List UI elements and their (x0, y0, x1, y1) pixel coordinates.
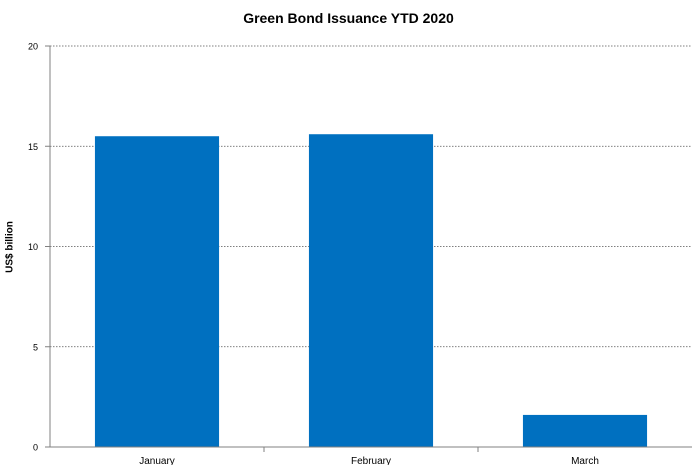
axes (45, 45, 692, 452)
x-tick-label-january: January (139, 456, 175, 465)
y-tick-label: 10 (28, 242, 38, 252)
y-tick-label: 0 (33, 443, 38, 453)
y-tick-label: 15 (28, 142, 38, 152)
y-tick-label: 20 (28, 42, 38, 52)
bar-march (522, 414, 648, 447)
bars (94, 134, 648, 447)
tick-labels: 0 5 10 15 20 January February March (28, 42, 599, 465)
y-tick-label: 5 (33, 342, 38, 352)
x-tick-label-march: March (571, 456, 599, 465)
bar-january (94, 136, 220, 447)
chart-title: Green Bond Issuance YTD 2020 (243, 10, 454, 26)
bar-february (308, 134, 434, 447)
x-tick-label-february: February (351, 456, 391, 465)
